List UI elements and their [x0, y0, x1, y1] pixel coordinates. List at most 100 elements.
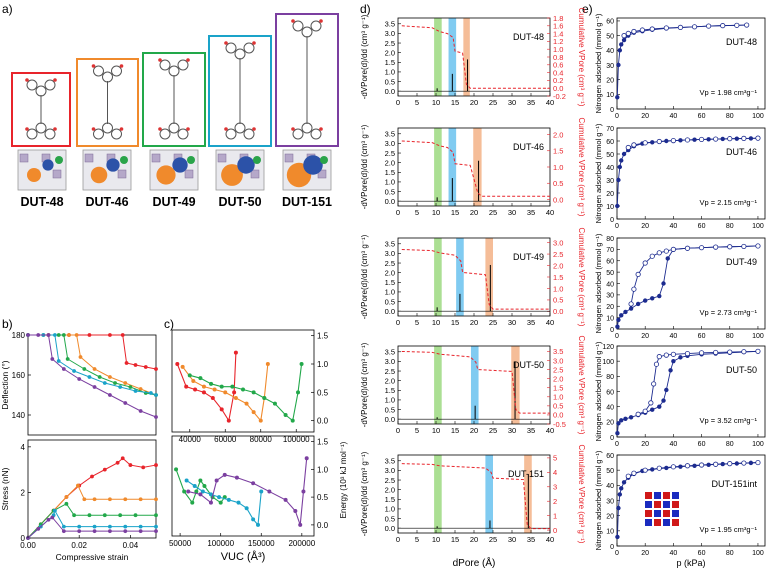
d-subplot-dut-48: 0.00.51.01.52.02.53.03.5-0.20.00.20.40.6… — [360, 8, 586, 107]
b-point-dut-48 — [90, 474, 94, 479]
d-rtick-label: 1.0 — [553, 284, 563, 293]
e-panel-name: DUT-49 — [726, 257, 757, 267]
b-xtick-label: 0.00 — [20, 541, 36, 550]
e-xtick-label: 80 — [726, 441, 734, 448]
d-ylabel-left: -dVPore(d)/dd (cm³ g⁻¹) — [360, 124, 369, 209]
e-desorption-point — [670, 138, 676, 144]
c-point-dut-50 — [217, 495, 222, 500]
d-rtick-label: 1.5 — [553, 384, 563, 393]
e-desorption-point — [727, 244, 733, 250]
mof-label-dut-151: DUT-151 — [282, 195, 332, 209]
d-xtick-label: 25 — [489, 535, 497, 544]
c-point-dut-48 — [201, 390, 206, 395]
b-point-dut-151 — [77, 529, 82, 534]
d-panel-name: DUT-49 — [513, 252, 544, 262]
e-desorption-point — [649, 253, 655, 259]
e-ylabel: Nitrogen adsorbed (mmol g⁻¹) — [594, 233, 603, 333]
e-adsorption-point — [628, 306, 634, 311]
d-xtick-label: 15 — [451, 208, 459, 217]
e-adsorption-point — [664, 387, 669, 393]
panel-c: 0.0 0.5 1.0 1.5 40000 60000 80000 100000 0.0 0.5 1… — [169, 329, 348, 563]
c-point-dut-46 — [244, 401, 249, 406]
d-xtick-label: 15 — [451, 98, 459, 107]
b-ylabel: Deflection (°) — [0, 360, 10, 409]
d-xtick-label: 40 — [546, 535, 554, 544]
d-xtick-label: 40 — [546, 98, 554, 107]
e-ytick-label: 0 — [610, 107, 614, 114]
e-desorption-point — [698, 245, 705, 251]
c-point-dut-48 — [198, 478, 203, 483]
d-rtick-label: 0.4 — [553, 68, 563, 77]
e-subplot-dut-49: 0 10 20 30 40 50 60 70 80 0 20 40 60 80 100 DUT-49 Vp = … — [594, 233, 766, 340]
b-point-dut-48 — [120, 333, 125, 337]
c-point-dut-50 — [200, 489, 205, 494]
e-desorption-point — [642, 408, 648, 414]
e-xtick-label: 80 — [726, 333, 734, 340]
e-dut-46-frame — [616, 127, 766, 220]
c-point-dut-151 — [298, 522, 303, 527]
c-point-dut-48 — [218, 500, 223, 505]
panel-c-bottom-frame — [171, 435, 315, 537]
c-point-dut-49 — [299, 362, 304, 366]
d-rtick-label: 0.0 — [553, 411, 563, 420]
e-xtick-label: 20 — [641, 550, 649, 557]
d-ylabel-left: -dVPore(d)/dd (cm³ g⁻¹) — [360, 14, 369, 99]
inset-cell — [645, 492, 652, 499]
e-desorption-point — [670, 464, 676, 470]
d-rtick-label: 3.0 — [553, 238, 563, 247]
e-desorption-point — [691, 24, 698, 30]
d-rtick-label: 3.0 — [553, 356, 563, 365]
e-ytick-label: 60 — [606, 139, 614, 146]
d-ytick-label: 0.5 — [385, 514, 395, 523]
e-adsorption-point — [642, 298, 648, 303]
e-panel-name: DUT-151int — [711, 479, 757, 489]
c-point-dut-48 — [202, 484, 207, 488]
c-ytick-label: 1.0 — [317, 360, 329, 369]
d-band — [434, 238, 442, 316]
d-rtick-label: 1.0 — [553, 163, 563, 172]
inset-cell — [672, 492, 679, 499]
inset-cell — [672, 510, 679, 517]
e-xtick-label: 20 — [641, 113, 649, 120]
molecule-box-dut-49 — [142, 52, 206, 147]
framework-cage-dut-48 — [17, 149, 67, 191]
c-point-dut-50 — [251, 517, 256, 522]
c-point-dut-151 — [198, 492, 203, 497]
c-xtick-label: 60000 — [214, 435, 237, 444]
d-xtick-label: 30 — [508, 98, 516, 107]
e-xtick-label: 40 — [669, 441, 677, 448]
b-point-dut-49 — [118, 513, 123, 518]
d-ytick-label: 3.5 — [385, 130, 395, 139]
e-desorption-point — [677, 24, 684, 30]
inset-cell — [645, 519, 652, 526]
d-ylabel-right: Cumulative VPore (cm³ g⁻¹) — [577, 228, 586, 327]
e-adsorption-point — [678, 355, 683, 360]
d-xtick-label: 20 — [470, 426, 478, 435]
b-xlabel: Compressive strain — [56, 552, 129, 562]
e-desorption-point — [631, 470, 637, 476]
e-panel-name: DUT-48 — [726, 37, 757, 47]
d-ytick-label: 1.5 — [385, 58, 395, 67]
e-desorption-point — [670, 246, 676, 252]
d-band — [485, 238, 493, 316]
c-point-dut-46 — [251, 410, 256, 415]
e-xtick-label: 40 — [669, 550, 677, 557]
e-adsorption-point — [616, 177, 621, 183]
e-ytick-label: 20 — [606, 191, 614, 198]
e-ytick-label: 30 — [606, 293, 614, 300]
d-xtick-label: 20 — [470, 98, 478, 107]
e-vp-label: Vp = 2.15 cm³g⁻¹ — [699, 198, 757, 207]
d-cumulative-line — [401, 463, 550, 530]
d-xtick-label: 10 — [432, 426, 440, 435]
b-point-dut-151 — [26, 333, 30, 337]
e-ytick-label: 50 — [606, 152, 614, 159]
b-point-dut-48 — [133, 363, 138, 367]
d-xtick-label: 30 — [508, 535, 516, 544]
e-adsorption-point — [621, 480, 627, 485]
e-ytick-label: 70 — [606, 247, 614, 254]
b-point-dut-48 — [115, 460, 120, 465]
b-point-dut-48 — [128, 463, 133, 467]
e-adsorption-point — [657, 404, 662, 409]
b-point-dut-48 — [141, 465, 146, 470]
e-ytick-label: 10 — [606, 315, 614, 322]
